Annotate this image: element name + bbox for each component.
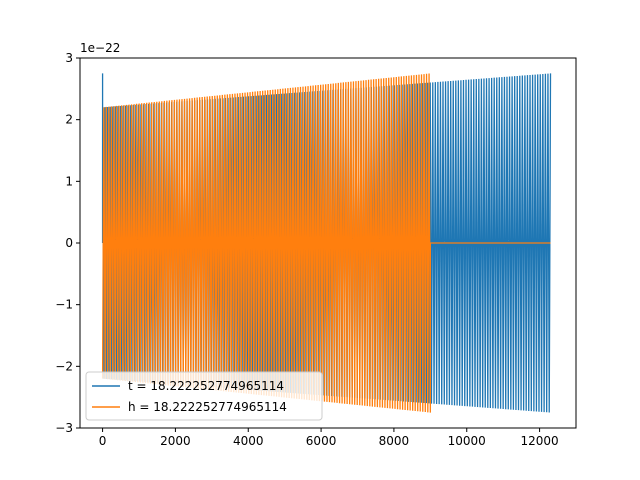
series-layer [101,73,552,413]
x-tick-label: 8000 [379,434,410,448]
x-tick-label: 0 [99,434,107,448]
x-tick-label: 6000 [306,434,337,448]
x-tick-label: 12000 [520,434,558,448]
x-tick-label: 10000 [448,434,486,448]
y-tick-label: −1 [55,298,73,312]
y-offset-label: 1e−22 [80,41,120,55]
y-tick-label: 1 [65,174,73,188]
legend-box [85,371,323,421]
legend-label: t = 18.222252774965114 [128,379,284,393]
y-tick-label: −3 [55,421,73,435]
legend: t = 18.222252774965114 h = 18.22225277496… [85,371,323,421]
y-tick-label: −2 [55,359,73,373]
x-tick-label: 2000 [160,434,191,448]
y-axis: −3 −2 −1 0 1 2 3 [55,51,80,435]
series-line-h [101,73,551,413]
x-axis: 0 2000 4000 6000 8000 10000 12000 [99,428,559,448]
legend-label: h = 18.222252774965114 [128,400,287,414]
y-tick-label: 0 [65,236,73,250]
y-tick-label: 2 [65,113,73,127]
x-tick-label: 4000 [233,434,264,448]
y-tick-label: 3 [65,51,73,65]
